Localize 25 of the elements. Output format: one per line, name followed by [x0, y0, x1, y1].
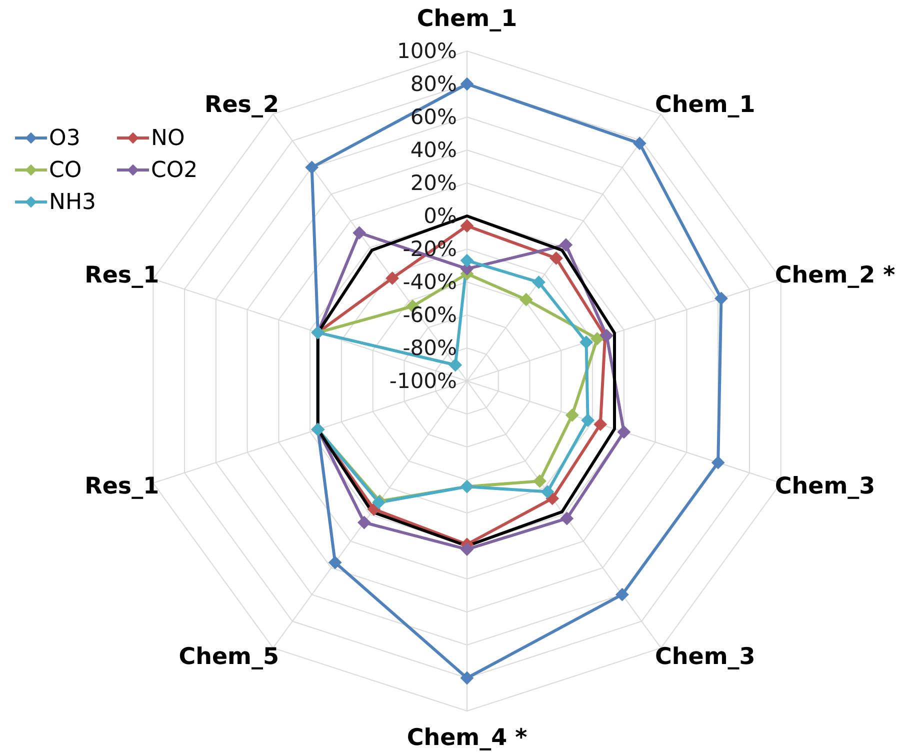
spoke-label: Res_1: [84, 262, 160, 289]
y-tick-label: 80%: [410, 72, 457, 96]
spoke-label: Chem_3: [774, 473, 876, 500]
y-tick-label: 100%: [396, 39, 457, 63]
spoke-label: Chem_3: [654, 644, 756, 670]
y-tick-label: 60%: [410, 105, 457, 129]
spoke-label: Chem_5: [178, 644, 280, 670]
y-tick-label: 0%: [424, 204, 457, 228]
spoke-label: Chem_2 *: [774, 262, 896, 289]
y-tick-label: -80%: [402, 336, 457, 360]
spoke-label: Res_1: [84, 473, 160, 500]
spoke-label: Res_2: [204, 92, 280, 118]
legend-label: CO: [49, 158, 82, 182]
spoke-label: Chem_4 *: [406, 725, 528, 751]
y-tick-label: -60%: [402, 303, 457, 327]
legend-label: NH3: [49, 190, 96, 214]
legend-label: O3: [49, 126, 80, 150]
y-tick-label: -40%: [402, 270, 457, 294]
spoke-label: Chem_1: [416, 6, 518, 32]
spoke-label: Chem_1: [654, 92, 756, 118]
legend-label: CO2: [151, 158, 198, 182]
y-tick-label: 40%: [410, 138, 457, 162]
legend-label: NO: [151, 126, 185, 150]
y-tick-label: -100%: [389, 369, 457, 393]
y-tick-label: 20%: [410, 171, 457, 195]
